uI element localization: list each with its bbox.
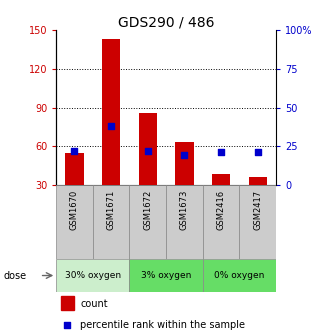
Bar xyxy=(56,259,129,292)
Point xyxy=(255,150,260,155)
Text: GSM2417: GSM2417 xyxy=(253,190,262,230)
Text: count: count xyxy=(80,299,108,308)
Bar xyxy=(212,174,230,185)
Title: GDS290 / 486: GDS290 / 486 xyxy=(118,15,214,29)
Text: 3% oxygen: 3% oxygen xyxy=(141,271,191,280)
Text: 0% oxygen: 0% oxygen xyxy=(214,271,265,280)
Bar xyxy=(129,185,166,259)
Point xyxy=(145,148,150,154)
Bar xyxy=(93,185,129,259)
Point xyxy=(72,148,77,154)
Bar xyxy=(248,177,267,185)
Bar xyxy=(61,296,74,310)
Text: GSM2416: GSM2416 xyxy=(217,190,226,230)
Bar xyxy=(203,259,276,292)
Point xyxy=(108,123,114,129)
Bar xyxy=(65,153,84,185)
Point xyxy=(219,150,224,155)
Text: GSM1672: GSM1672 xyxy=(143,190,152,230)
Text: dose: dose xyxy=(3,270,26,281)
Text: 30% oxygen: 30% oxygen xyxy=(65,271,121,280)
Point xyxy=(182,153,187,158)
Bar xyxy=(129,259,203,292)
Text: percentile rank within the sample: percentile rank within the sample xyxy=(80,320,245,330)
Text: GSM1670: GSM1670 xyxy=(70,190,79,230)
Text: GSM1673: GSM1673 xyxy=(180,190,189,230)
Bar xyxy=(239,185,276,259)
Bar xyxy=(203,185,239,259)
Bar xyxy=(56,185,93,259)
Text: GSM1671: GSM1671 xyxy=(107,190,116,230)
Bar xyxy=(175,142,194,185)
Bar xyxy=(102,39,120,185)
Bar xyxy=(166,185,203,259)
Bar xyxy=(139,113,157,185)
Point xyxy=(65,322,70,327)
